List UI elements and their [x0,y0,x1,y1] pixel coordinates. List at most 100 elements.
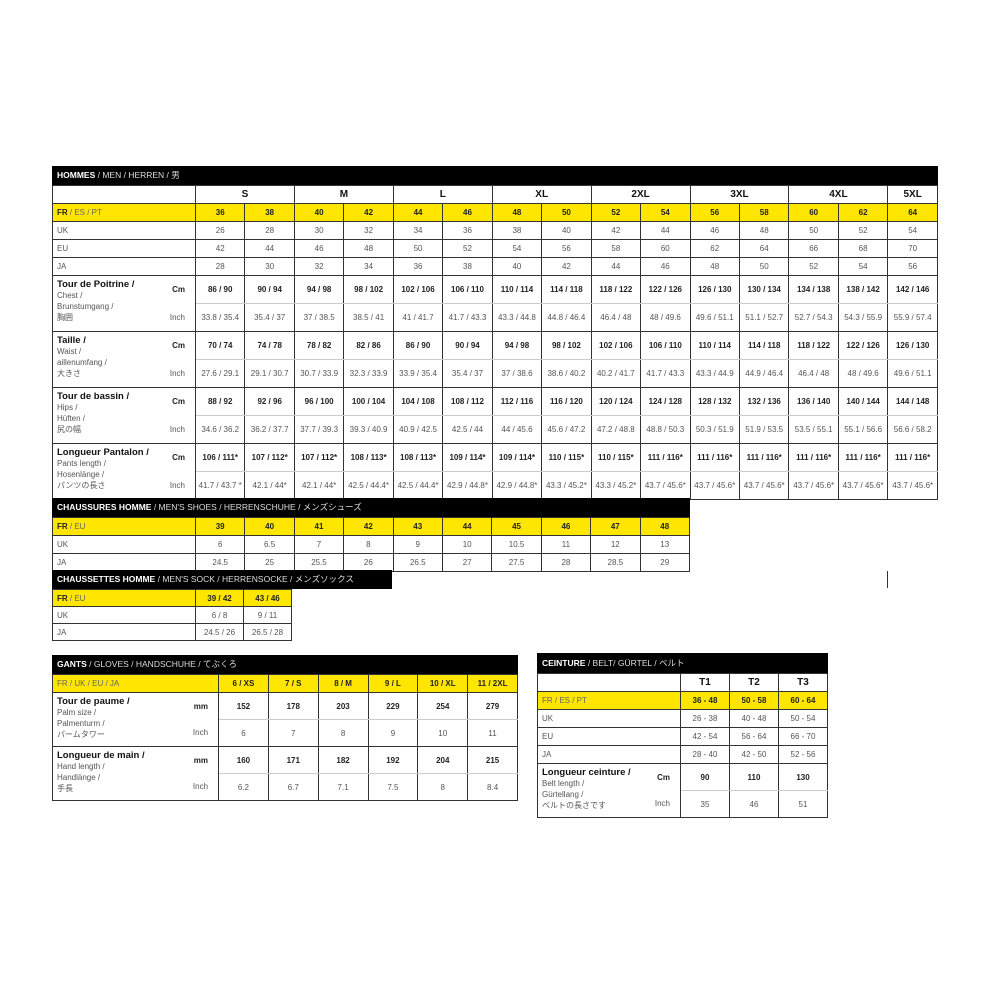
size-cell: 54 [491,239,543,258]
size-label: 4XL [788,185,889,204]
size-cell: 34 [343,257,394,276]
measure-row-cm: Longueur ceinture / Belt length / Gürtella… [537,763,828,818]
size-cell: 40 [541,221,592,240]
fr-size-cell: 8 / M [317,674,369,693]
measure-cell: 192 [367,746,419,774]
row-label: UK [537,709,681,728]
empty-cell [537,673,681,692]
measure-label: Taille / Waist / aillenumfang / 大きさ [52,331,166,388]
measure-cell: 109 / 114* [491,443,543,472]
measure-cell: 40.2 / 41.7 [590,359,642,388]
measure-cell: 43.7 / 45.6* [738,471,790,500]
fr-size-cell: 45 [491,517,542,536]
fr-row-label: FR / ES / PT [537,691,681,710]
measure-row-cm: Tour de paume / Palm size / Palmenturm / パー… [52,692,518,747]
fr-size-row: FR / EU 39 40 41 42 43 44 45 46 47 48 [52,517,691,536]
measure-cell: 46.4 / 48 [590,303,642,332]
size-cell: 25.5 [293,553,345,572]
fr-size-row: FR / ES / PT 36 38 40 42 44 46 48 50 52 54 56 58 60 62… [52,203,938,222]
measure-cell: 134 / 138 [788,275,839,304]
measure-label: Tour de paume / Palm size / Palmenturm / パー… [52,692,189,747]
measure-cell: 74 / 78 [244,331,295,360]
row-label: JA [537,745,681,764]
measure-cell: 43.7 / 45.6* [640,471,691,500]
measure-cell: 46.4 / 48 [788,359,839,388]
measure-cell: 38.6 / 40.2 [541,359,592,388]
fr-size-cell: 48 [639,517,691,536]
measure-translation: Gürtellang / [542,790,584,799]
socks-size-table: CHAUSSETTES HOMME / MEN'S SOCK / HERRENS… [52,570,392,641]
measure-cell: 49.6 / 51.1 [887,359,938,388]
fr-size-cell: 56 [689,203,740,222]
fr-size-cell: 46 [540,517,592,536]
fr-size-cell: 42 [343,517,394,536]
men-size-table: HOMMES / MEN / HERREN / 男 S M L XL 2XL 3XL 4XL 5… [52,166,938,500]
measure-cell: 51 [778,790,828,818]
size-cell: 42 [590,221,642,240]
measure-cell: 43.7 / 45.6* [689,471,740,500]
size-label: T1 [680,673,730,692]
size-cell: 28 - 40 [680,745,730,764]
measure-cell: 33.9 / 35.4 [392,359,444,388]
fr-label: FR [57,522,68,531]
measure-translation: Waist / [57,347,82,356]
measure-cell: 41.7 / 43.7 * [194,471,246,500]
fr-size-cell: 38 [244,203,295,222]
size-cell: 6.5 [244,535,295,554]
size-cell: 64 [738,239,790,258]
section-title-main: CHAUSSETTES HOMME [57,574,156,584]
measure-translation: 手長 [57,784,73,793]
size-cell: 66 - 70 [778,727,828,746]
size-grid: S M L XL 2XL 3XL 4XL 5XL FR / ES / PT 36 38 40 42 44 4… [52,185,938,500]
fr-size-cell: 48 [491,203,543,222]
size-cell: 50 [392,239,444,258]
measure-row-cm: Tour de bassin / Hips / Hüften / 尻の幅 Cm 88 / … [52,387,938,444]
measure-translation: Chest / [57,291,83,300]
fr-size-cell: 44 [392,203,444,222]
measure-cell: 55.9 / 57.4 [887,303,938,332]
size-cell: 27.5 [491,553,542,572]
measure-cell: 52.7 / 54.3 [788,303,839,332]
measure-cell: 126 / 130 [689,275,740,304]
measure-cell: 110 / 114 [491,275,543,304]
size-cell: 24.5 / 26 [195,623,244,641]
size-cell: 52 [788,257,839,276]
measure-cell: 108 / 113* [343,443,394,472]
size-cell: 46 [689,221,740,240]
measure-cell: 110 / 114 [689,331,740,360]
fr-row-label: FR / UK / EU / JA [51,674,220,693]
size-label: 3XL [689,185,790,204]
measure-cell: 92 / 96 [244,387,295,416]
measure-cell: 114 / 118 [541,275,592,304]
fr-size-cell: 36 - 48 [680,691,730,710]
measure-cell: 27.6 / 29.1 [194,359,246,388]
conversion-row: EU 42 44 46 48 50 52 54 56 58 60 62 64 66 68 70 [52,239,938,258]
size-cell: 48 [738,221,790,240]
measure-label: Longueur de main / Hand length / Handlänge… [52,746,189,801]
measure-cell: 110 / 115* [590,443,642,472]
measure-cell: 6.2 [218,773,269,801]
measure-cell: 122 / 126 [640,275,691,304]
fr-label: FR [57,593,68,603]
size-cell: 28 [244,221,295,240]
size-cell: 58 [590,239,642,258]
size-cell: 56 [887,257,938,276]
size-cell: 34 [392,221,444,240]
measure-cell: 94 / 98 [491,331,543,360]
measure-translation: Palmenturm / [57,719,105,728]
fr-size-cell: 40 [293,203,345,222]
measure-cell: 110 / 115* [541,443,592,472]
section-title-translations: / MEN / HERREN / 男 [95,170,180,180]
conversion-row: JA 28 - 40 42 - 50 52 - 56 [537,745,828,764]
measure-cell: 70 / 74 [194,331,246,360]
fr-size-cell: 50 - 58 [729,691,779,710]
size-cell: 50 - 54 [778,709,828,728]
measure-cell: 48.8 / 50.3 [640,415,691,444]
fr-label-rest: / EU [67,522,86,531]
size-cell: 13 [639,535,691,554]
measure-title: Longueur de main / [57,750,145,761]
conversion-row: JA 28 30 32 34 36 38 40 42 44 46 48 50 52 54 56 [52,257,938,276]
section-title: HOMMES / MEN / HERREN / 男 [52,166,938,185]
size-cell: 32 [343,221,394,240]
